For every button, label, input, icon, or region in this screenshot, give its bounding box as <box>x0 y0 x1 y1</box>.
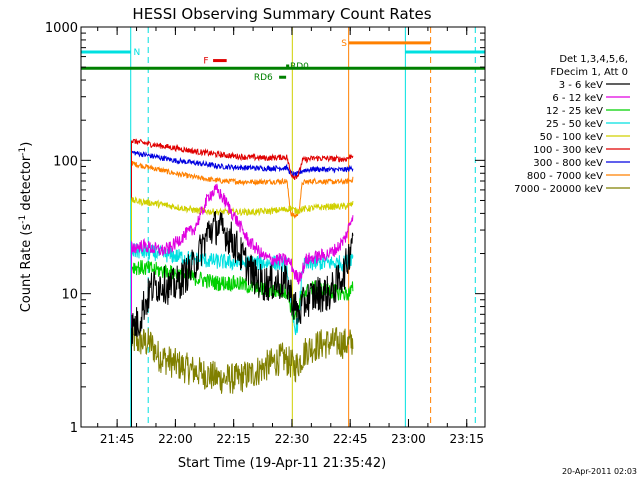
axes: 21:45 22:00 22:15 22:30 22:45 23:00 23:15 1 10 10… <box>45 21 485 446</box>
x-tick-label-6: 23:15 <box>449 432 484 446</box>
series-line-8 <box>131 324 354 427</box>
x-tick-label-5: 23:00 <box>391 432 426 446</box>
series-line-7 <box>131 161 354 427</box>
series-line-1 <box>131 183 354 427</box>
series-line-4 <box>131 196 354 427</box>
legend-entry-1: 6 - 12 keV <box>552 93 603 104</box>
series-line-6 <box>131 150 354 427</box>
legend-entry-0: 3 - 6 keV <box>559 80 603 91</box>
legend-header-0: Det 1,3,4,5,6, <box>559 54 628 65</box>
y-tick-label-0: 1 <box>70 421 78 436</box>
legend-entry-3: 25 - 50 keV <box>546 119 603 130</box>
y-label-part-2: detector <box>19 155 34 215</box>
y-tick-label-2: 100 <box>53 154 78 169</box>
footer-timestamp: 20-Apr-2011 02:03 <box>562 467 637 476</box>
series-group <box>131 138 354 427</box>
x-tick-label-3: 22:30 <box>275 432 310 446</box>
y-tick-label-3: 1000 <box>45 21 78 36</box>
y-label-part-1: Count Rate (s <box>19 224 34 313</box>
legend-entry-4: 50 - 100 keV <box>540 132 604 143</box>
plot-frame <box>80 26 486 428</box>
x-axis-label: Start Time (19-Apr-11 21:35:42) <box>178 456 386 471</box>
y-tick-label-1: 10 <box>61 288 78 303</box>
legend: Det 1,3,4,5,6, FDecim 1, Att 0 3 - 6 keV 6 … <box>514 54 630 195</box>
y-axis-label: Count Rate (s-1 detector-1) <box>18 142 34 313</box>
flag-label-1: S <box>341 39 347 49</box>
flag-label-0: N <box>133 48 140 58</box>
flag-label-4: RD0 <box>290 62 309 72</box>
y-label-part-3: ) <box>19 142 34 147</box>
y-label-sup-1: -1 <box>18 215 28 224</box>
legend-entry-6: 300 - 800 keV <box>533 158 603 169</box>
flag-bars: N S F RD6 RD0 <box>81 39 485 83</box>
x-tick-label-4: 22:45 <box>333 432 368 446</box>
legend-entry-5: 100 - 300 keV <box>533 145 603 156</box>
series-line-0 <box>131 210 354 427</box>
flag-label-2: F <box>203 57 208 67</box>
x-tick-label-2: 22:15 <box>216 432 251 446</box>
chart-title: HESSI Observing Summary Count Rates <box>132 5 431 23</box>
x-tick-label-1: 22:00 <box>158 432 193 446</box>
legend-entry-7: 800 - 7000 keV <box>527 171 603 182</box>
legend-header-1: FDecim 1, Att 0 <box>550 67 628 78</box>
x-tick-label-0: 21:45 <box>100 432 135 446</box>
legend-entry-8: 7000 - 20000 keV <box>514 184 603 195</box>
series-line-5 <box>131 138 354 427</box>
legend-entry-2: 12 - 25 keV <box>546 106 603 117</box>
y-label-sup-2: -1 <box>18 147 28 156</box>
flag-label-3: RD6 <box>254 73 273 83</box>
